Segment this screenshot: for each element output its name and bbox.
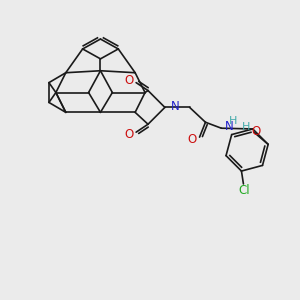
Text: O: O [124, 128, 134, 141]
Text: O: O [124, 74, 134, 87]
Text: O: O [252, 125, 261, 138]
Text: N: N [225, 120, 234, 133]
Text: H: H [229, 116, 237, 126]
Text: H: H [242, 122, 250, 131]
Text: N: N [171, 100, 180, 113]
Text: Cl: Cl [238, 184, 250, 197]
Text: O: O [187, 133, 196, 146]
